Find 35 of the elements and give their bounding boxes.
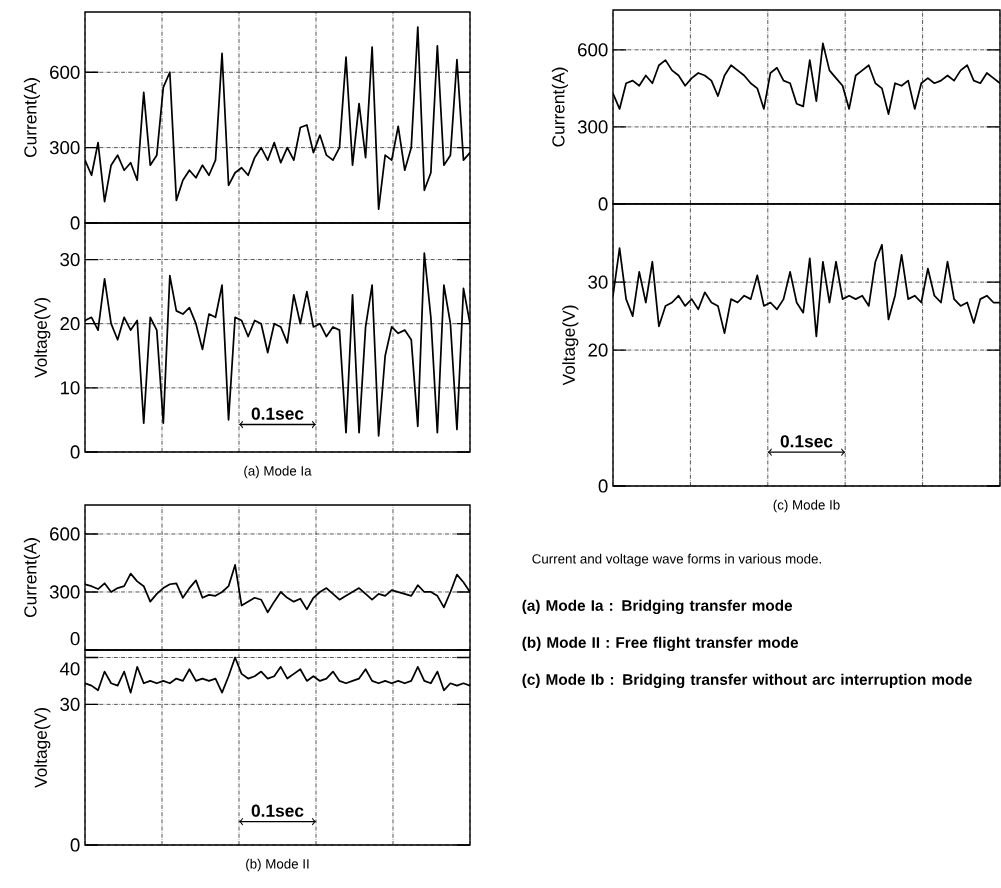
y-tick-label: 600 [578, 43, 608, 57]
y-tick-label: 30 [588, 275, 608, 289]
y-axis-title: Voltage(V) [562, 305, 579, 386]
y-tick-label: 0 [70, 445, 80, 459]
y-tick-label: 300 [49, 141, 80, 155]
annotation: 0.1sec [251, 407, 304, 420]
text: (c) Mode Ib : Bridging transfer without arc interruption mode [522, 673, 972, 689]
x-axis-title: (c) Mode Ib [773, 499, 840, 513]
x-axis-title: (a) Mode Ia [244, 465, 312, 479]
y-tick-label: 10 [60, 381, 80, 395]
y-tick-label: 40 [59, 662, 80, 676]
text: Current and voltage wave forms in various mode. [532, 553, 821, 567]
y-axis-title: Current(A) [551, 67, 568, 147]
x-axis-title: (b) Mode II [246, 858, 309, 872]
y-tick-label: 600 [50, 527, 80, 541]
annotation: 0.1sec [251, 804, 304, 817]
y-axis-title: Current(A) [23, 78, 40, 158]
y-tick-label: 30 [60, 252, 80, 267]
y-tick-label: 300 [49, 585, 80, 599]
y-tick-label: 0 [598, 197, 608, 211]
y-tick-label: 0 [70, 216, 80, 230]
y-tick-label: 300 [577, 120, 608, 134]
y-tick-label: 0 [70, 838, 80, 852]
y-tick-label: 20 [588, 343, 608, 357]
y-tick-label: 600 [50, 65, 80, 79]
text: (a) Mode Ia : Bridging transfer mode [522, 599, 793, 615]
y-tick-label: 20 [60, 317, 80, 331]
annotation: 0.1sec [780, 435, 833, 448]
y-axis-title: Voltage(V) [34, 298, 51, 378]
y-tick-label: 0 [598, 479, 608, 493]
text: (b) Mode II : Free flight transfer mode [522, 636, 799, 652]
y-tick-label: 0 [70, 632, 80, 646]
y-axis-title: Voltage(V) [34, 708, 51, 788]
y-axis-title: Current(A) [23, 538, 40, 618]
y-tick-label: 30 [60, 697, 80, 711]
